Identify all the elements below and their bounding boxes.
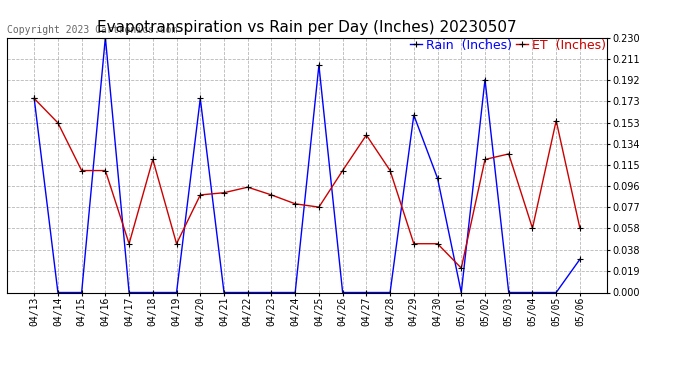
ET  (Inches): [77, 168, 86, 173]
Rain  (Inches): [54, 290, 62, 295]
Rain  (Inches): [575, 257, 584, 261]
Text: Copyright 2023 Cartronics.com: Copyright 2023 Cartronics.com: [7, 25, 177, 35]
Rain  (Inches): [481, 77, 489, 82]
ET  (Inches): [386, 168, 394, 173]
Rain  (Inches): [267, 290, 275, 295]
ET  (Inches): [457, 266, 466, 270]
ET  (Inches): [504, 152, 513, 156]
Rain  (Inches): [504, 290, 513, 295]
Rain  (Inches): [148, 290, 157, 295]
Rain  (Inches): [77, 290, 86, 295]
ET  (Inches): [148, 157, 157, 162]
ET  (Inches): [244, 185, 252, 189]
ET  (Inches): [362, 133, 371, 137]
ET  (Inches): [196, 193, 204, 197]
Rain  (Inches): [386, 290, 394, 295]
Rain  (Inches): [196, 96, 204, 101]
Rain  (Inches): [244, 290, 252, 295]
Rain  (Inches): [125, 290, 133, 295]
Rain  (Inches): [291, 290, 299, 295]
ET  (Inches): [410, 242, 418, 246]
ET  (Inches): [529, 226, 537, 231]
Rain  (Inches): [220, 290, 228, 295]
ET  (Inches): [267, 193, 275, 197]
Rain  (Inches): [457, 290, 466, 295]
Line: Rain  (Inches): Rain (Inches): [32, 35, 582, 295]
Rain  (Inches): [529, 290, 537, 295]
ET  (Inches): [291, 201, 299, 206]
Rain  (Inches): [433, 176, 442, 180]
ET  (Inches): [481, 157, 489, 162]
Rain  (Inches): [101, 35, 110, 40]
ET  (Inches): [339, 168, 347, 173]
ET  (Inches): [552, 118, 560, 123]
ET  (Inches): [125, 242, 133, 246]
Rain  (Inches): [339, 290, 347, 295]
Line: ET  (Inches): ET (Inches): [32, 96, 582, 271]
Rain  (Inches): [315, 63, 323, 68]
ET  (Inches): [30, 96, 39, 101]
Rain  (Inches): [172, 290, 181, 295]
ET  (Inches): [101, 168, 110, 173]
Rain  (Inches): [362, 290, 371, 295]
Rain  (Inches): [30, 96, 39, 101]
ET  (Inches): [220, 190, 228, 195]
ET  (Inches): [54, 121, 62, 125]
Legend: Rain  (Inches), ET  (Inches): Rain (Inches), ET (Inches): [410, 39, 606, 52]
Rain  (Inches): [552, 290, 560, 295]
Rain  (Inches): [410, 113, 418, 117]
ET  (Inches): [172, 242, 181, 246]
ET  (Inches): [575, 226, 584, 231]
Title: Evapotranspiration vs Rain per Day (Inches) 20230507: Evapotranspiration vs Rain per Day (Inch…: [97, 20, 517, 35]
ET  (Inches): [315, 205, 323, 209]
ET  (Inches): [433, 242, 442, 246]
